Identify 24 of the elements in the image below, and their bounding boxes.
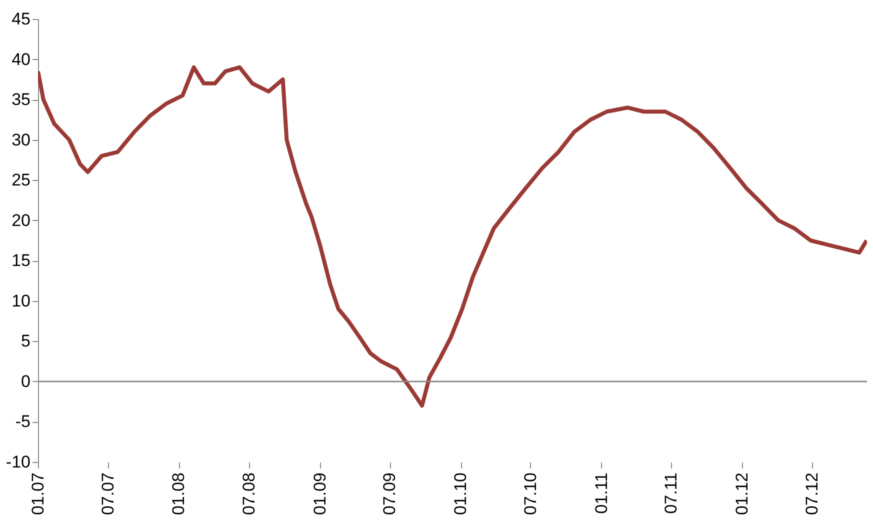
x-tick-label: 07.07 [98, 472, 118, 516]
x-tick-label: 07.10 [520, 472, 540, 516]
y-tick-label: 40 [12, 50, 30, 69]
y-tick-label: 15 [12, 251, 30, 270]
x-tick-label: 01.12 [732, 472, 752, 516]
y-tick-label: 20 [12, 210, 30, 230]
y-tick-label: 45 [12, 10, 30, 28]
x-tick-label: 07.08 [239, 472, 258, 516]
y-tick-label: 25 [12, 170, 30, 190]
x-tick-label: 01.10 [451, 472, 470, 516]
x-tick-label: 07.11 [662, 472, 681, 514]
y-tick-label: 10 [12, 291, 30, 310]
y-tick-label: -5 [15, 412, 30, 432]
y-tick-label: 30 [12, 130, 30, 150]
x-tick-label: 07.09 [380, 472, 400, 516]
y-tick-label: 35 [12, 90, 30, 110]
y-tick-label: -10 [6, 452, 30, 472]
x-tick-label: 01.09 [310, 472, 330, 516]
x-tick-label: 01.11 [592, 472, 611, 514]
y-tick-label: 0 [21, 372, 30, 391]
x-tick-label: 01.08 [169, 472, 188, 516]
x-tick-label: 01.07 [28, 472, 48, 516]
x-tick-label: 07.12 [802, 472, 822, 516]
y-tick-label: 5 [21, 332, 30, 351]
